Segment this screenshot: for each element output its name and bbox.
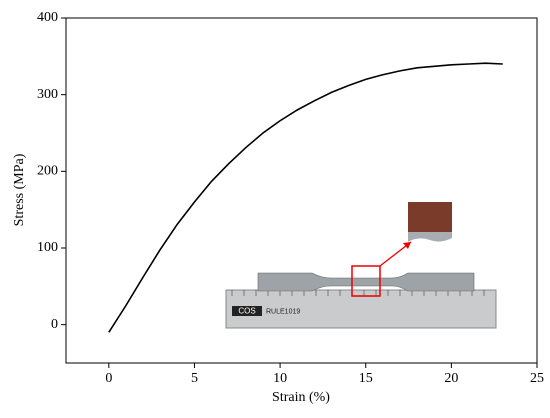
y-tick-label: 300 <box>37 87 58 102</box>
x-tick-label: 20 <box>444 371 458 386</box>
y-axis-label: Stress (MPa) <box>12 153 27 226</box>
y-tick-label: 0 <box>51 317 58 332</box>
arrow-head <box>403 242 411 249</box>
ruler-model: RULE1019 <box>266 308 300 315</box>
y-tick-label: 200 <box>37 164 58 179</box>
ruler-brand: COS <box>238 307 255 316</box>
zoom-fracture <box>408 232 452 242</box>
x-axis-label: Strain (%) <box>272 390 330 405</box>
inset-photo: COS RULE1019 <box>225 202 497 329</box>
x-tick-label: 15 <box>359 371 373 386</box>
line-series <box>108 62 503 333</box>
y-tick-label: 100 <box>37 240 58 255</box>
y-tick-label: 400 <box>37 10 58 25</box>
specimen <box>257 272 475 292</box>
plot-frame <box>65 17 538 364</box>
x-tick-label: 5 <box>191 371 198 386</box>
ruler-logo <box>232 306 262 316</box>
zoom-photo <box>408 202 452 232</box>
highlight-box <box>351 265 381 297</box>
x-tick-label: 10 <box>273 371 287 386</box>
ruler-ticks <box>231 290 485 296</box>
x-tick-label: 25 <box>530 371 544 386</box>
x-tick-label: 0 <box>105 371 112 386</box>
